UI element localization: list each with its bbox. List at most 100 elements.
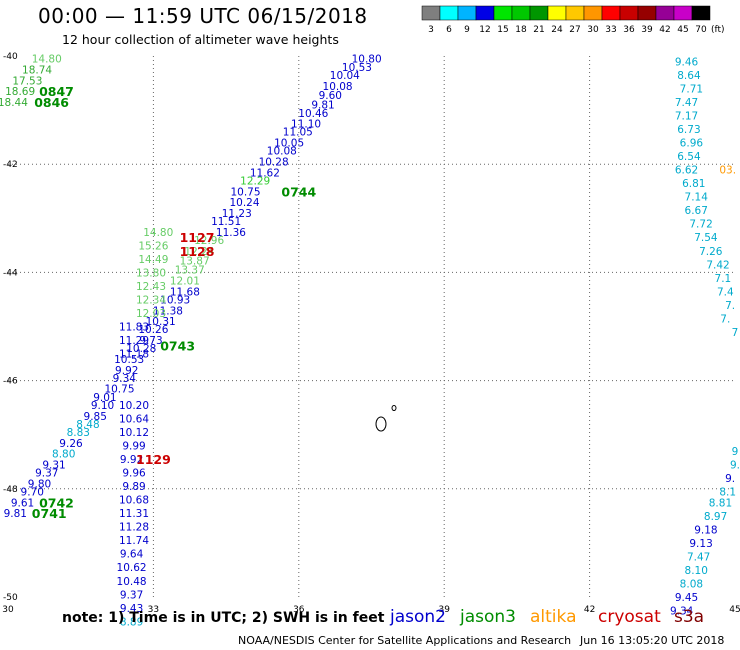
colorbar-unit: (ft) — [711, 25, 725, 35]
wave-height-label: 11.38 — [153, 305, 183, 317]
wave-height-label: 11.68 — [170, 286, 200, 298]
colorbar-swatch — [475, 5, 495, 21]
colorbar-label: 15 — [497, 25, 508, 35]
wave-height-label: 7.4 — [717, 286, 734, 298]
colorbar-swatch — [529, 5, 549, 21]
wave-height-label: 11.83 — [119, 322, 149, 334]
pass-time-label: 0846 — [34, 95, 69, 110]
wave-height-label: 9.64 — [120, 549, 144, 561]
colorbar-swatch — [637, 5, 657, 21]
pass-time-label: 1128 — [180, 244, 215, 259]
wave-height-label: 7.14 — [685, 192, 709, 204]
y-tick-label: -40 — [3, 52, 18, 62]
wave-height-label: 13.80 — [136, 267, 166, 279]
wave-height-label: 7.42 — [706, 259, 729, 271]
colorbar-swatch — [601, 5, 621, 21]
wave-height-label: 6.73 — [677, 124, 700, 136]
colorbar-label: 39 — [641, 25, 653, 35]
wave-height-label: 9.37 — [120, 589, 143, 601]
colorbar-label: 42 — [659, 25, 670, 35]
wave-height-label: 9.43 — [120, 603, 143, 615]
wave-height-label: 9.18 — [694, 524, 717, 536]
colorbar-label: 33 — [605, 25, 616, 35]
wave-height-label: 10.53 — [114, 354, 144, 366]
wave-height-label: 9.73 — [139, 335, 162, 347]
colorbar-label: 18 — [515, 25, 527, 35]
wave-height-label: 7.71 — [680, 83, 703, 95]
wave-height-label: 8.81 — [709, 497, 732, 509]
wave-height-label: 9.45 — [675, 592, 698, 604]
colorbar-label: 12 — [479, 25, 490, 35]
wave-height-label: 12.01 — [170, 276, 200, 288]
wave-height-label: 13.87 — [180, 255, 210, 267]
chart-subtitle: 12 hour collection of altimeter wave hei… — [62, 32, 339, 47]
colorbar-swatch — [655, 5, 675, 21]
wave-height-label: 12.96 — [194, 235, 224, 247]
chart-title: 00:00 — 11:59 UTC 06/15/2018 — [38, 4, 368, 28]
colorbar-label: 45 — [677, 25, 688, 35]
x-tick-label: 36 — [293, 605, 305, 615]
wave-height-label: 7.17 — [675, 111, 698, 123]
legend-jason3: jason3 — [460, 607, 516, 627]
wave-height-label: 9.80 — [28, 478, 51, 490]
legend-altika: altika — [530, 607, 577, 627]
wave-height-label: 10.12 — [119, 427, 149, 439]
legend-cryosat: cryosat — [598, 607, 661, 627]
wave-height-label: 9.46 — [675, 56, 699, 68]
colorbar-label: 24 — [551, 25, 563, 35]
wave-height-label: 10.26 — [138, 324, 168, 336]
island-outline — [391, 405, 397, 411]
wave-height-label: 7.1 — [715, 273, 732, 285]
wave-height-label: 14.49 — [138, 254, 168, 266]
colorbar-label: 21 — [533, 25, 544, 35]
wave-height-label: 10.48 — [117, 576, 147, 588]
wave-height-label: 03. — [719, 165, 736, 177]
colorbar-swatch — [511, 5, 531, 21]
wave-height-label: 9.70 — [21, 487, 44, 499]
wave-height-label: 8.10 — [685, 565, 708, 577]
colorbar-swatch — [457, 5, 477, 21]
x-tick-label: 39 — [438, 605, 450, 615]
wave-height-label: 9. — [725, 473, 735, 485]
wave-height-label: 9.34 — [670, 606, 694, 618]
wave-height-label: 18.74 — [22, 65, 52, 77]
wave-height-label: 9.92 — [120, 454, 143, 466]
wave-height-label: 6.96 — [680, 138, 704, 150]
colorbar-label: 36 — [623, 25, 635, 35]
wave-height-label: 9.37 — [35, 468, 58, 480]
colorbar-label: 27 — [569, 25, 580, 35]
wave-height-label: 9.26 — [59, 438, 83, 450]
wave-height-label: 11.18 — [119, 349, 149, 361]
wave-height-label: 11.74 — [119, 535, 149, 547]
colorbar-swatch — [673, 5, 693, 21]
wave-height-label: 6.81 — [682, 178, 705, 190]
pass-time-label: 0847 — [39, 84, 74, 99]
wave-height-label: 9.61 — [11, 497, 34, 509]
wave-height-label: 9.13 — [689, 538, 712, 550]
wave-height-label: 8.80 — [52, 449, 75, 461]
wave-height-label: 9.10 — [91, 400, 114, 412]
wave-height-label: 7. — [725, 300, 735, 312]
wave-height-label: 6.67 — [685, 205, 708, 217]
colorbar-swatch — [493, 5, 513, 21]
wave-height-label: 10.31 — [146, 316, 176, 328]
colorbar-swatch — [691, 5, 711, 21]
wave-height-label: 8.1 — [719, 487, 736, 499]
x-tick-label: 45 — [729, 605, 740, 615]
x-tick-label: 33 — [148, 605, 159, 615]
wave-height-label: 11.28 — [119, 522, 149, 534]
wave-height-label: 11.36 — [216, 227, 246, 239]
wave-height-label: 10.68 — [119, 495, 149, 507]
wave-height-label: 6.62 — [675, 165, 698, 177]
wave-height-label: 9. — [730, 459, 740, 471]
pass-time-label: 1129 — [136, 452, 171, 467]
wave-height-label: 12.34 — [136, 294, 166, 306]
legend-jason2: jason2 — [390, 607, 446, 627]
wave-height-label: 8.83 — [67, 427, 90, 439]
y-tick-label: -46 — [3, 377, 18, 387]
colorbar-label: 9 — [464, 25, 470, 35]
colorbar-label: 70 — [695, 25, 707, 35]
wave-height-label: 17.53 — [12, 75, 42, 87]
wave-height-label: 9.81 — [4, 508, 27, 520]
